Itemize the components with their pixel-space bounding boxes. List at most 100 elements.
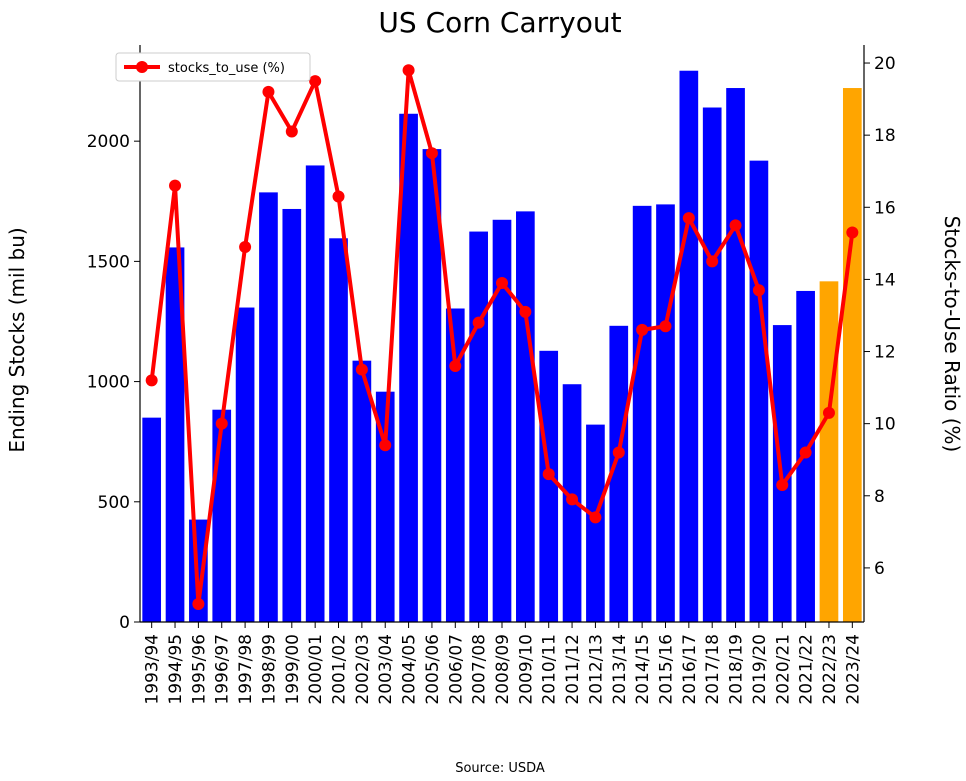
x-tick-label-18: 2011/12	[563, 634, 583, 705]
x-tick-label-4: 1997/98	[236, 634, 256, 705]
x-tick-label-13: 2006/07	[446, 634, 466, 705]
y-tick-label-4: 2000	[87, 132, 130, 152]
y2-tick-label-4: 14	[874, 270, 896, 290]
x-tick-label-15: 2008/09	[493, 634, 513, 705]
x-tick-label-19: 2012/13	[586, 634, 606, 705]
bar-15	[492, 219, 512, 623]
x-tick-label-24: 2017/18	[703, 634, 723, 705]
bar-29	[819, 281, 839, 622]
x-tick-label-21: 2014/15	[633, 634, 653, 705]
x-tick-label-20: 2013/14	[610, 634, 630, 705]
bar-26	[749, 160, 769, 622]
bar-14	[469, 231, 488, 622]
y-tick-label-1: 500	[98, 493, 130, 513]
ratio-point-29	[822, 406, 835, 419]
x-tick-label-11: 2004/05	[400, 634, 420, 705]
bar-11	[399, 113, 418, 623]
y-tick-label-2: 1000	[87, 373, 130, 393]
chart-title: US Corn Carryout	[378, 6, 621, 39]
ratio-point-20	[612, 446, 625, 459]
x-axis-ticks: 1993/94 1994/95 1995/96 1996/97 1997/98 1998/…	[143, 622, 863, 705]
ratio-point-21	[636, 323, 649, 336]
ratio-point-16	[519, 305, 532, 318]
bar-1	[165, 247, 185, 622]
bar-4	[235, 307, 255, 622]
x-tick-label-30: 2023/24	[843, 634, 863, 705]
ratio-point-24	[706, 255, 719, 268]
bar-7	[305, 165, 325, 623]
bar-20	[609, 325, 629, 622]
ratio-point-15	[496, 277, 508, 290]
bar-9	[352, 360, 372, 622]
x-tick-label-0: 1993/94	[143, 634, 163, 705]
x-tick-label-26: 2019/20	[750, 634, 770, 705]
x-tick-label-16: 2009/10	[516, 634, 536, 705]
y2-tick-label-3: 12	[874, 343, 896, 363]
x-tick-label-28: 2021/22	[797, 634, 817, 705]
bar-16	[516, 211, 535, 622]
bar-30	[842, 88, 862, 622]
right-axis-ticks: 6 8 10 12 14 16 18 20	[864, 54, 896, 579]
bar-13	[445, 308, 465, 622]
ratio-point-28	[799, 446, 812, 459]
x-tick-label-3: 1996/97	[213, 634, 233, 705]
y2-axis-label: Stocks-to-Use Ratio (%)	[940, 216, 964, 453]
bar-0	[142, 417, 162, 622]
bar-5	[259, 192, 278, 622]
ratio-point-4	[239, 240, 252, 253]
bar-17	[539, 350, 559, 622]
legend-label: stocks_to_use (%)	[168, 61, 285, 76]
bar-25	[726, 88, 745, 622]
ratio-point-14	[472, 316, 485, 329]
ratio-point-6	[285, 125, 298, 138]
bar-6	[282, 208, 302, 622]
ratio-line-group	[145, 64, 859, 610]
ratio-point-25	[729, 219, 742, 232]
y2-tick-label-0: 6	[874, 559, 885, 579]
ratio-point-1	[169, 179, 182, 192]
x-tick-label-14: 2007/08	[470, 634, 490, 705]
y2-tick-label-7: 20	[874, 54, 896, 74]
ratio-point-23	[682, 212, 695, 225]
bar-12	[422, 149, 442, 623]
x-tick-label-7: 2000/01	[306, 634, 326, 705]
ratio-point-27	[776, 478, 789, 491]
ratio-point-13	[449, 359, 462, 372]
ratio-point-19	[589, 511, 602, 524]
left-axis-ticks: 0 500 1000 1500 2000	[87, 132, 140, 633]
x-tick-label-27: 2020/21	[773, 634, 793, 705]
x-tick-label-6: 1999/00	[283, 634, 303, 705]
ratio-point-8	[332, 190, 345, 203]
bar-10	[375, 391, 395, 622]
bar-group	[142, 70, 862, 623]
bar-3	[212, 409, 232, 622]
y-axis-label: Ending Stocks (mil bu)	[5, 227, 29, 452]
x-tick-label-25: 2018/19	[727, 634, 747, 705]
x-tick-label-12: 2005/06	[423, 634, 443, 705]
y2-tick-label-1: 8	[874, 487, 885, 507]
ratio-point-26	[752, 284, 765, 297]
source-note: Source: USDA	[455, 761, 545, 776]
ratio-point-17	[542, 468, 555, 481]
y2-tick-label-2: 10	[874, 415, 896, 435]
ratio-point-12	[425, 147, 438, 160]
x-tick-label-23: 2016/17	[680, 634, 700, 705]
ratio-point-0	[145, 374, 158, 387]
bar-24	[702, 107, 722, 623]
ratio-point-18	[566, 493, 579, 506]
x-tick-label-9: 2002/03	[353, 634, 373, 705]
ratio-point-11	[402, 64, 415, 77]
ratio-point-7	[309, 75, 322, 88]
x-tick-label-22: 2015/16	[656, 634, 676, 705]
bar-22	[656, 204, 675, 623]
ratio-point-30	[846, 226, 859, 239]
x-tick-label-29: 2022/23	[820, 634, 840, 705]
x-tick-label-1: 1994/95	[166, 634, 186, 705]
x-tick-label-10: 2003/04	[376, 634, 396, 705]
ratio-point-3	[215, 417, 228, 430]
legend: stocks_to_use (%)	[115, 52, 311, 82]
x-tick-label-2: 1995/96	[189, 634, 209, 705]
bar-23	[679, 70, 699, 622]
ratio-point-10	[379, 439, 392, 452]
